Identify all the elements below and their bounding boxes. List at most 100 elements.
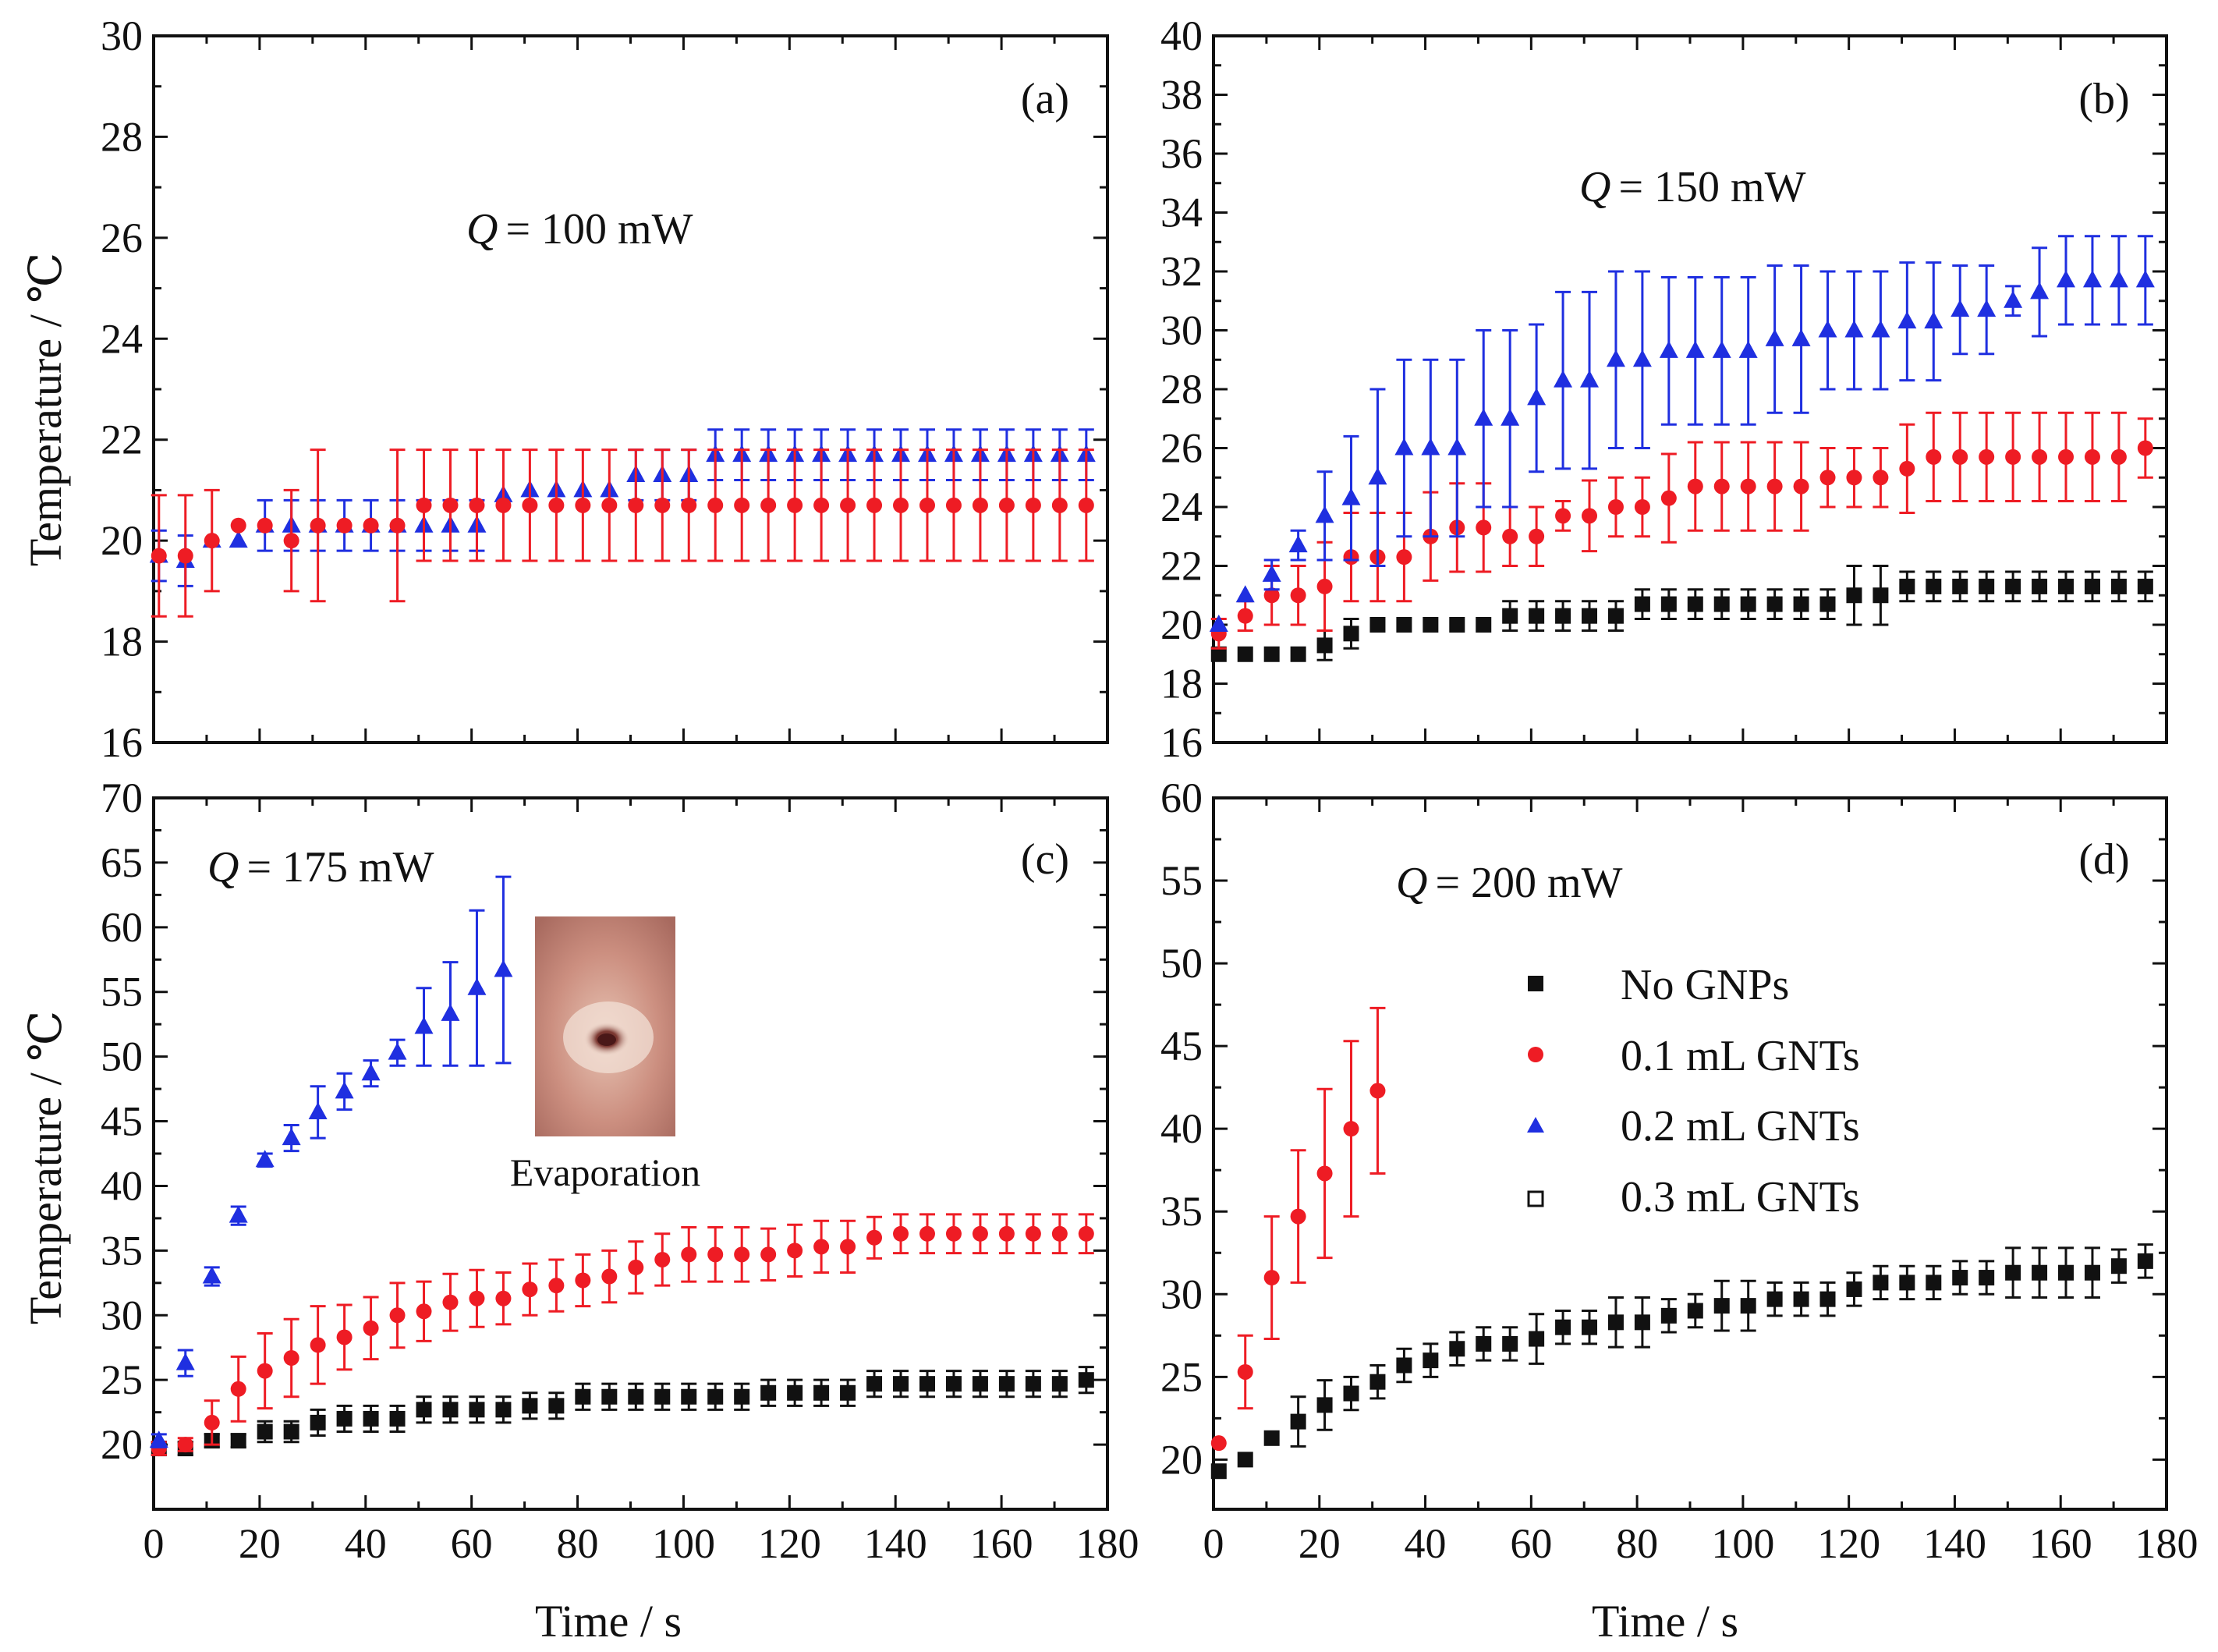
data-point (1369, 617, 1386, 633)
data-point (416, 1303, 432, 1320)
data-point (654, 1388, 671, 1405)
data-point (1899, 460, 1915, 477)
data-point (1316, 637, 1333, 654)
data-point (336, 517, 353, 534)
data-point (522, 1398, 538, 1414)
y-tick-label: 40 (1160, 1105, 1203, 1152)
data-point (1582, 608, 1598, 624)
data-point (442, 1294, 459, 1310)
data-point (363, 517, 379, 534)
data-point (1873, 1274, 1889, 1291)
x-tick-label: 120 (758, 1520, 821, 1567)
data-point (2084, 1264, 2100, 1281)
x-axis-title-left: Time / s (535, 1596, 682, 1647)
data-point (1476, 1335, 1492, 1352)
data-point (813, 1384, 830, 1401)
series-0-2-ml-gnts (1209, 235, 2155, 632)
data-point (1529, 608, 1545, 624)
data-point (1926, 578, 1942, 594)
data-point (601, 497, 618, 513)
data-point (681, 1388, 697, 1405)
y-tick-label: 70 (101, 775, 143, 821)
data-point (760, 1246, 777, 1263)
data-point (229, 1205, 248, 1223)
data-point (1290, 1208, 1306, 1225)
data-point (442, 497, 459, 513)
data-point (945, 1225, 962, 1242)
data-point (1793, 478, 1809, 495)
data-point (707, 1246, 724, 1263)
x-tick-label: 180 (1076, 1520, 1139, 1567)
data-point (601, 1388, 618, 1405)
x-tick-label: 120 (1817, 1520, 1880, 1567)
data-point (1025, 1225, 1041, 1242)
data-point (1713, 1298, 1730, 1314)
y-tick-label: 30 (101, 1292, 143, 1338)
y-tick-label: 25 (1160, 1353, 1203, 1400)
data-point (1315, 505, 1334, 523)
data-point (787, 497, 803, 513)
y-tick-label: 24 (101, 315, 143, 362)
legend-label-0-1ml: 0.1 mL GNTs (1621, 1032, 1860, 1080)
data-point (257, 517, 273, 534)
legend-marker-no-gnps (1528, 976, 1543, 991)
data-point (2109, 270, 2128, 288)
legend-marker-0-3ml (1527, 1190, 1544, 1207)
y-tick-label: 28 (101, 113, 143, 160)
y-tick-label: 34 (1160, 190, 1203, 236)
legend-marker-0-2ml (1527, 1117, 1544, 1133)
data-point (414, 1016, 434, 1034)
data-point (1316, 1397, 1333, 1413)
data-point (442, 1402, 459, 1418)
data-point (2004, 290, 2023, 308)
data-point (1447, 438, 1467, 456)
data-point (1607, 608, 1624, 624)
data-point (310, 1414, 326, 1430)
data-point (1740, 596, 1756, 612)
data-point (628, 1259, 644, 1275)
legend-label-no-gnps: No GNPs (1621, 961, 1789, 1009)
data-point (1210, 646, 1227, 662)
data-point (601, 1268, 618, 1285)
inset-caption: Evaporation (510, 1150, 700, 1194)
data-point (1873, 587, 1889, 604)
data-point (2058, 1264, 2075, 1281)
y-tick-label: 16 (101, 719, 143, 766)
data-point (575, 497, 591, 513)
x-tick-label: 180 (2135, 1520, 2199, 1567)
data-point (1740, 1298, 1756, 1314)
data-point (175, 1352, 195, 1370)
data-point (469, 1402, 485, 1418)
panel-label-d: (d) (2078, 835, 2129, 884)
y-tick-label: 30 (1160, 307, 1203, 354)
data-point (1660, 596, 1677, 612)
data-point (1844, 320, 1864, 338)
data-point (1343, 626, 1359, 642)
data-point (866, 497, 883, 513)
data-point (1369, 1374, 1386, 1390)
data-point (1263, 1430, 1280, 1446)
data-point (1290, 1413, 1306, 1430)
data-point (1423, 1352, 1439, 1369)
panel-label-a: (a) (1021, 75, 1069, 123)
data-point (1476, 617, 1492, 633)
data-point (1897, 311, 1917, 329)
data-point (1926, 448, 1942, 465)
data-point (1846, 1281, 1862, 1297)
data-point (919, 1225, 935, 1242)
y-tick-label: 55 (1160, 857, 1203, 904)
x-tick-label: 40 (345, 1520, 387, 1567)
data-point (575, 1272, 591, 1289)
x-tick-label: 80 (557, 1520, 599, 1567)
data-point (787, 1384, 803, 1401)
data-point (1449, 1341, 1465, 1357)
series-no-gnps (1210, 1243, 2153, 1480)
x-tick-label: 20 (1299, 1520, 1341, 1567)
data-point (336, 1329, 353, 1345)
data-point (522, 497, 538, 513)
data-point (1819, 596, 1836, 612)
data-point (654, 1251, 671, 1267)
data-point (1979, 578, 1995, 594)
data-point (2137, 578, 2153, 594)
data-point (469, 1290, 485, 1306)
